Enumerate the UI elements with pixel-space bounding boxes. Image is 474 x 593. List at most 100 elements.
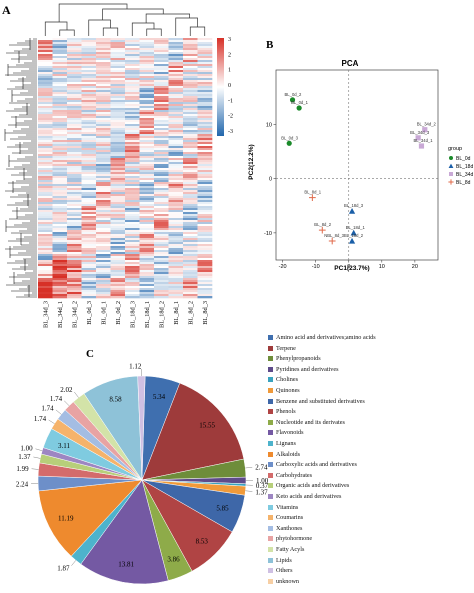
heatmap-cell	[154, 134, 169, 136]
heatmap-cell	[125, 280, 140, 282]
heatmap-cell	[111, 212, 126, 214]
heatmap-cell	[154, 70, 169, 72]
heatmap-cell	[67, 242, 82, 244]
heatmap-cell	[38, 208, 53, 210]
heatmap-cell	[67, 70, 82, 72]
heatmap-cell	[111, 82, 126, 84]
heatmap-cell	[38, 170, 53, 172]
heatmap-cell	[140, 216, 155, 218]
heatmap-cell	[67, 62, 82, 64]
heatmap-cell	[111, 280, 126, 282]
heatmap-cell	[183, 258, 198, 260]
heatmap-cell	[154, 230, 169, 232]
pie-legend-item: unknown	[268, 576, 299, 587]
heatmap-cell	[111, 246, 126, 248]
heatmap-cell	[111, 214, 126, 216]
heatmap-cell	[82, 52, 97, 54]
pie-value-label: 8.58	[109, 395, 122, 403]
heatmap-cell	[154, 78, 169, 80]
heatmap-cell	[96, 98, 111, 100]
heatmap-cell	[125, 254, 140, 256]
heatmap-cell	[140, 134, 155, 136]
heatmap-cell	[125, 74, 140, 76]
heatmap-cell	[154, 120, 169, 122]
heatmap-cell	[67, 68, 82, 70]
heatmap-cell	[38, 156, 53, 158]
pie-legend-swatch	[268, 399, 273, 404]
heatmap-cell	[53, 216, 68, 218]
heatmap-cell	[198, 224, 213, 226]
heatmap-cell	[183, 120, 198, 122]
heatmap-cell	[67, 296, 82, 298]
heatmap-cell	[125, 290, 140, 292]
heatmap-cell	[67, 212, 82, 214]
heatmap-cell	[169, 146, 184, 148]
pca-xlabel: PC1(23.7%)	[334, 265, 369, 272]
heatmap-cell	[111, 68, 126, 70]
heatmap-cell	[140, 56, 155, 58]
heatmap-cell	[111, 274, 126, 276]
heatmap-cell	[183, 96, 198, 98]
heatmap-cell	[96, 286, 111, 288]
heatmap-cell	[111, 72, 126, 74]
heatmap-cell	[169, 292, 184, 294]
pie-value-label: 3.86	[167, 556, 180, 564]
heatmap-cell	[183, 130, 198, 132]
heatmap-cell	[82, 158, 97, 160]
heatmap-cell	[96, 60, 111, 62]
heatmap-cell	[96, 100, 111, 102]
heatmap-cell	[169, 236, 184, 238]
heatmap-cell	[53, 112, 68, 114]
heatmap-cell	[82, 196, 97, 198]
heatmap-cell	[140, 152, 155, 154]
heatmap-cell	[140, 242, 155, 244]
heatmap-cell	[140, 138, 155, 140]
heatmap-cell	[67, 58, 82, 60]
heatmap-cell	[198, 116, 213, 118]
heatmap-cell	[169, 92, 184, 94]
heatmap-cell	[38, 48, 53, 50]
pie-value-label: 1.74	[41, 405, 54, 413]
heatmap-cell	[198, 38, 213, 40]
heatmap-cell	[38, 136, 53, 138]
heatmap-cell	[38, 52, 53, 54]
heatmap-cell	[96, 170, 111, 172]
pie-legend-item: Amino acid and derivatives;amino acids	[268, 332, 376, 343]
heatmap-cell	[82, 258, 97, 260]
heatmap-cell	[169, 194, 184, 196]
heatmap-cell	[198, 154, 213, 156]
heatmap-cell	[154, 262, 169, 264]
heatmap-cell	[140, 166, 155, 168]
heatmap-cell	[53, 56, 68, 58]
heatmap-cell	[53, 256, 68, 258]
heatmap-cell	[169, 84, 184, 86]
pie-legend-item: Organic acids and derivatives	[268, 480, 349, 491]
heatmap-cell	[169, 248, 184, 250]
heatmap-cell	[96, 110, 111, 112]
heatmap-cell	[198, 222, 213, 224]
heatmap-cell	[96, 254, 111, 256]
heatmap-cell	[140, 162, 155, 164]
pie-value-label: 1.37	[255, 488, 268, 496]
heatmap-cell	[96, 188, 111, 190]
heatmap-cell	[96, 194, 111, 196]
heatmap-cell	[111, 108, 126, 110]
heatmap-cell	[198, 214, 213, 216]
heatmap-cell	[111, 112, 126, 114]
pie-leader-line	[245, 467, 252, 468]
heatmap-cell	[125, 50, 140, 52]
pca-point	[287, 141, 292, 146]
sample-label: BL_0d_3	[86, 301, 93, 325]
heatmap-cell	[169, 52, 184, 54]
pie-legend-label: Others	[276, 567, 293, 574]
heatmap-cell	[125, 246, 140, 248]
heatmap-cell	[169, 40, 184, 42]
heatmap-cell	[154, 144, 169, 146]
pie-value-label: 13.81	[118, 560, 134, 568]
heatmap-cell	[183, 100, 198, 102]
heatmap-cell	[67, 134, 82, 136]
heatmap-cell	[111, 258, 126, 260]
heatmap-cell	[125, 44, 140, 46]
heatmap-cell	[154, 278, 169, 280]
heatmap-cell	[67, 60, 82, 62]
